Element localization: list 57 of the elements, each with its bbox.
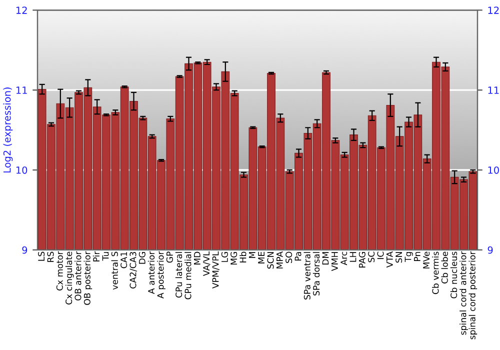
x-tick-label: CPu medial: [184, 252, 192, 300]
y-tick-label: 10: [16, 166, 28, 174]
x-tick-label: spinal cord anterior: [460, 251, 468, 335]
x-tick-label: OB anterior: [74, 251, 82, 300]
x-tick-label: Hb: [240, 252, 246, 262]
x-tick-label: VMH: [332, 252, 338, 272]
x-tick-label: Tu: [102, 252, 109, 261]
y-axis-title: Log2 (expression): [3, 88, 13, 172]
x-tick-label: Cb lobe: [441, 252, 448, 284]
y2-tick-label: 12: [488, 6, 499, 14]
x-tick-label: Cb vermis: [432, 252, 439, 294]
x-tick-label: Pir: [92, 251, 100, 262]
x-tick-label: PAG: [358, 252, 366, 268]
x-tick-label: VA/VL: [203, 251, 210, 276]
x-tick-label: CA2/CA3: [130, 252, 137, 288]
x-tick-label: LS: [38, 252, 45, 261]
x-tick-label: A posterior: [157, 251, 166, 298]
x-tick-label: CA1: [120, 252, 128, 268]
x-tick-label: DM: [322, 252, 329, 265]
y2-tick-label: 10: [488, 166, 499, 174]
x-tick-label: IC: [377, 252, 384, 259]
y-tick-label: 9: [22, 246, 28, 254]
x-tick-label: Pa: [294, 252, 302, 261]
x-tick-label: SO: [286, 252, 292, 263]
y-tick-label: 11: [16, 86, 27, 94]
x-tick-label: SPa ventral: [304, 252, 310, 300]
x-tick-label: SN: [396, 252, 402, 263]
x-tick-label: Pn: [414, 252, 420, 261]
x-tick-label: Tg: [404, 252, 413, 262]
y2-tick-label: 11: [488, 86, 499, 94]
x-tick-label: RS: [47, 252, 54, 262]
x-tick-label: ME: [258, 252, 264, 264]
x-tick-label: LG: [221, 252, 228, 262]
x-tick-label: LH: [350, 252, 356, 262]
x-tick-label: SCN: [267, 252, 274, 269]
x-tick-label: OB posterior: [84, 251, 92, 305]
x-tick-label: SPa dorsal: [312, 252, 320, 296]
x-tick-label: MPA: [276, 251, 283, 268]
y2-tick-label: 9: [488, 246, 493, 254]
x-tick-label: A anterior: [148, 251, 155, 294]
x-tick-label: VTA: [386, 251, 393, 268]
x-tick-label: GP: [166, 252, 173, 263]
x-tick-label: Cb nucleus: [450, 252, 458, 298]
x-tick-label: CPu lateral: [175, 252, 182, 298]
x-tick-label: VPM/VPL: [212, 251, 220, 289]
x-tick-label: Cx cingulate: [65, 252, 74, 305]
x-tick-label: MG: [230, 252, 238, 265]
x-tick-label: ventral S: [111, 252, 118, 290]
y-tick-label: 12: [16, 6, 27, 14]
x-tick-label: spinal cord posterior: [468, 251, 478, 340]
x-tick-label: SC: [368, 252, 375, 262]
x-tick-label: MD: [194, 252, 200, 265]
x-tick-label: MVe: [423, 252, 430, 268]
x-tick-label: Cx motor: [56, 251, 63, 290]
x-tick-label: DG: [138, 252, 146, 264]
x-tick-label: M: [249, 252, 256, 258]
x-tick-label: Arc: [340, 252, 348, 266]
